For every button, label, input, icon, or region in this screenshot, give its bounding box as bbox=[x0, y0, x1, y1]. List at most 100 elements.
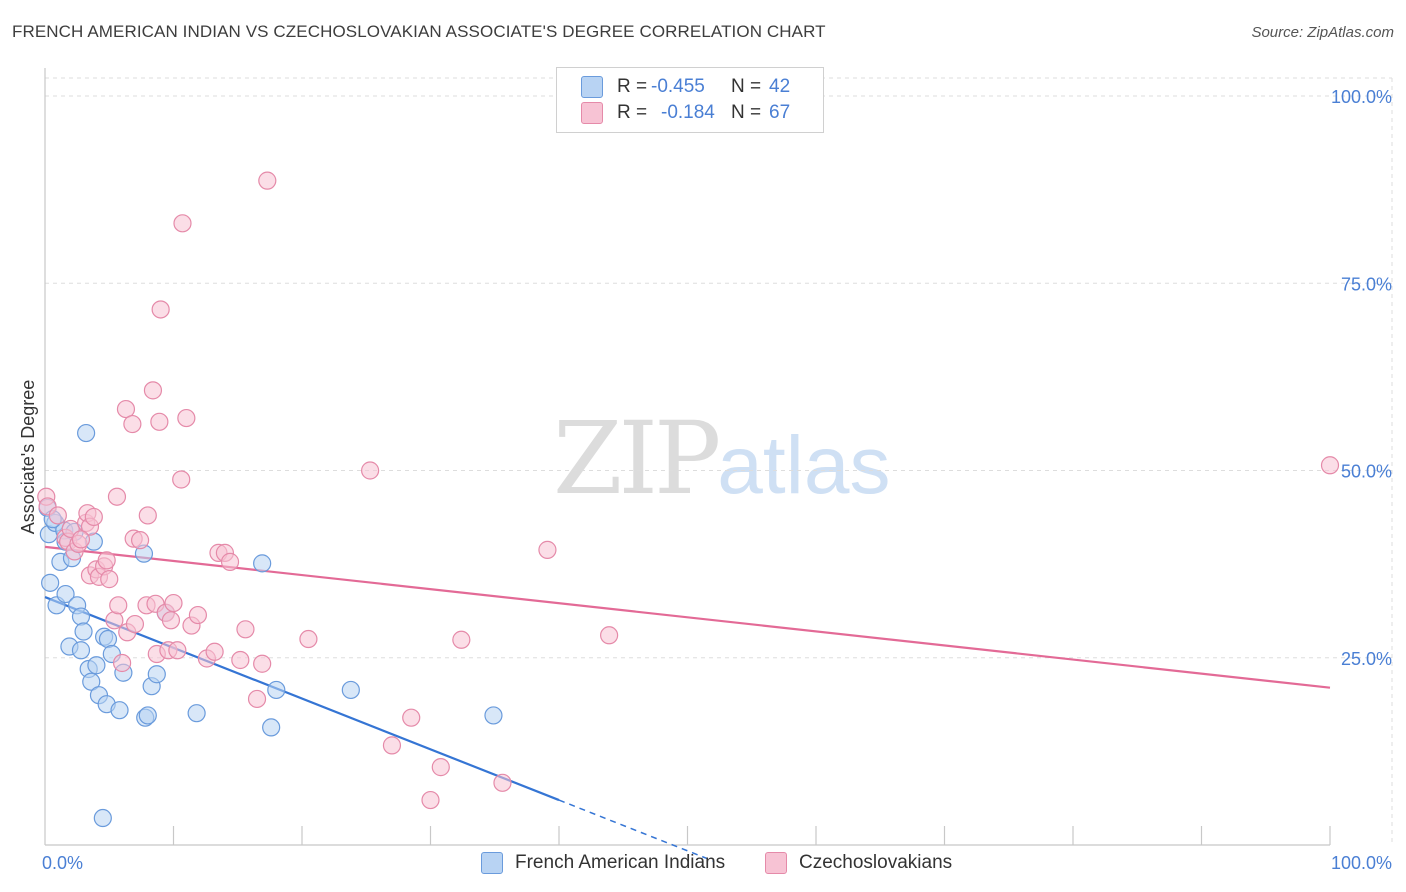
czechoslovakian-point bbox=[84, 507, 103, 527]
czechoslovakian-point bbox=[151, 300, 170, 319]
czechoslovakian-point bbox=[421, 790, 440, 810]
axis-labels: 100.0% 75.0% 50.0% 25.0% 0.0% 100.0% Associate… bbox=[18, 87, 1392, 873]
bottom-legend-label: Czechoslovakians bbox=[799, 852, 953, 873]
czechoslovakian-point bbox=[168, 641, 187, 660]
french-american-indian-point bbox=[74, 622, 93, 641]
czechoslovakian-point bbox=[177, 408, 196, 428]
legend-r-label: R = bbox=[617, 102, 648, 123]
source-label: Source: ZipAtlas.com bbox=[1251, 24, 1394, 41]
correlation-legend: R = -0.455 N = 42 R = -0.184 N = 67 bbox=[556, 67, 824, 133]
czechoslovakian-point bbox=[220, 552, 240, 571]
legend-swatch-blue bbox=[581, 76, 603, 98]
czechoslovakian-point bbox=[100, 570, 119, 589]
watermark-zip: ZIP bbox=[553, 400, 721, 517]
french-american-indian-point bbox=[93, 808, 112, 828]
y-tick-label: 50.0% bbox=[1341, 462, 1392, 482]
czechoslovakian-point bbox=[143, 381, 163, 400]
y-tick-label: 100.0% bbox=[1331, 87, 1392, 107]
legend-row-french-american-indians: R = -0.455 N = 42 bbox=[581, 75, 790, 99]
czechoslovakian-point bbox=[600, 626, 619, 645]
french-american-indian-trend-extension bbox=[558, 799, 714, 862]
czechoslovakian-point bbox=[138, 506, 157, 525]
czechoslovakian-point bbox=[105, 611, 124, 630]
legend-r-value: -0.184 bbox=[661, 102, 715, 123]
trend-lines bbox=[44, 545, 1331, 862]
czechoslovakian-point bbox=[236, 620, 255, 639]
french-american-indian-point bbox=[87, 656, 106, 675]
czechoslovakian-point bbox=[258, 171, 277, 190]
french-american-indian-point bbox=[77, 423, 96, 443]
czechoslovakian-point bbox=[253, 654, 272, 673]
czechoslovakian-point bbox=[123, 414, 142, 434]
czechoslovakian-point bbox=[172, 470, 191, 489]
czechoslovakian-point bbox=[402, 708, 421, 727]
czechoslovakian-point bbox=[109, 596, 128, 615]
czechoslovakian-point bbox=[112, 653, 132, 673]
czechoslovakian-point bbox=[107, 487, 127, 506]
chart-title: FRENCH AMERICAN INDIAN VS CZECHOSLOVAKIA… bbox=[12, 22, 826, 41]
bottom-legend-french-american-indians: French American Indians bbox=[481, 852, 725, 874]
czechoslovakian-point bbox=[150, 412, 169, 431]
watermark: ZIPatlas bbox=[553, 400, 891, 517]
legend-swatch-pink bbox=[581, 102, 603, 124]
french-american-indian-point bbox=[71, 607, 91, 626]
czechoslovakian-point bbox=[161, 611, 181, 630]
czechoslovakian-point bbox=[538, 540, 557, 559]
bottom-legend-czechoslovakians: Czechoslovakians bbox=[765, 852, 952, 874]
czechoslovakian-point bbox=[431, 758, 450, 777]
x-tick-label: 100.0% bbox=[1331, 853, 1392, 873]
french-american-indian-point bbox=[341, 680, 360, 700]
czechoslovakian-point bbox=[130, 531, 150, 550]
x-tick-label: 0.0% bbox=[42, 853, 83, 873]
czechoslovakian-point bbox=[71, 530, 91, 549]
french-american-indian-point bbox=[71, 641, 91, 660]
french-american-indian-point bbox=[138, 706, 157, 725]
french-american-indian-point bbox=[110, 701, 129, 720]
french-american-indian-point bbox=[98, 629, 118, 649]
french-american-indian-point bbox=[82, 672, 101, 691]
czechoslovakian-point bbox=[48, 506, 67, 525]
legend-n-label: N = bbox=[731, 102, 762, 123]
czechoslovakian-point bbox=[493, 773, 512, 792]
czechoslovakian-point bbox=[452, 630, 471, 649]
czechoslovakian-point bbox=[164, 593, 183, 613]
axes bbox=[44, 68, 1331, 846]
czechoslovakian-point bbox=[361, 461, 380, 480]
legend-row-czechoslovakians: R = -0.184 N = 67 bbox=[581, 101, 790, 125]
czechoslovakian-point bbox=[205, 642, 224, 661]
bottom-legend-swatch-blue bbox=[481, 852, 503, 874]
bottom-legend-label: French American Indians bbox=[515, 852, 726, 873]
y-tick-label: 25.0% bbox=[1341, 649, 1392, 669]
czechoslovakian-point bbox=[299, 629, 318, 649]
french-american-indian-point bbox=[147, 665, 166, 684]
legend-r-label: R = bbox=[617, 76, 648, 97]
french-american-indian-point bbox=[267, 680, 286, 700]
legend-n-label: N = bbox=[731, 76, 762, 97]
czechoslovakian-point bbox=[1320, 456, 1340, 475]
czechoslovakian-point bbox=[173, 214, 192, 233]
french-american-indian-point bbox=[41, 573, 60, 592]
data-points bbox=[37, 171, 1340, 828]
legend-n-value: 67 bbox=[769, 102, 791, 123]
french-american-indian-point bbox=[187, 704, 206, 723]
legend-r-value: -0.455 bbox=[651, 76, 705, 97]
french-american-indian-point bbox=[262, 718, 281, 737]
y-axis-title: Associate's Degree bbox=[18, 380, 38, 535]
czechoslovakian-point bbox=[97, 551, 116, 570]
czechoslovakian-point bbox=[125, 614, 145, 634]
series-1 bbox=[37, 171, 1340, 810]
legend-n-value: 42 bbox=[769, 76, 791, 97]
french-american-indian-point bbox=[484, 706, 503, 725]
y-tick-label: 75.0% bbox=[1341, 274, 1392, 294]
grid-lines bbox=[45, 77, 1393, 845]
czechoslovakian-point bbox=[382, 736, 402, 755]
czechoslovakian-point bbox=[188, 605, 208, 625]
czechoslovakian-point bbox=[116, 399, 136, 419]
czechoslovakian-point bbox=[231, 650, 250, 670]
watermark-atlas: atlas bbox=[717, 420, 891, 511]
french-american-indian-point bbox=[56, 584, 75, 604]
french-american-indian-point bbox=[253, 554, 272, 573]
czechoslovakian-point bbox=[247, 689, 267, 709]
bottom-legend-swatch-pink bbox=[765, 852, 787, 874]
